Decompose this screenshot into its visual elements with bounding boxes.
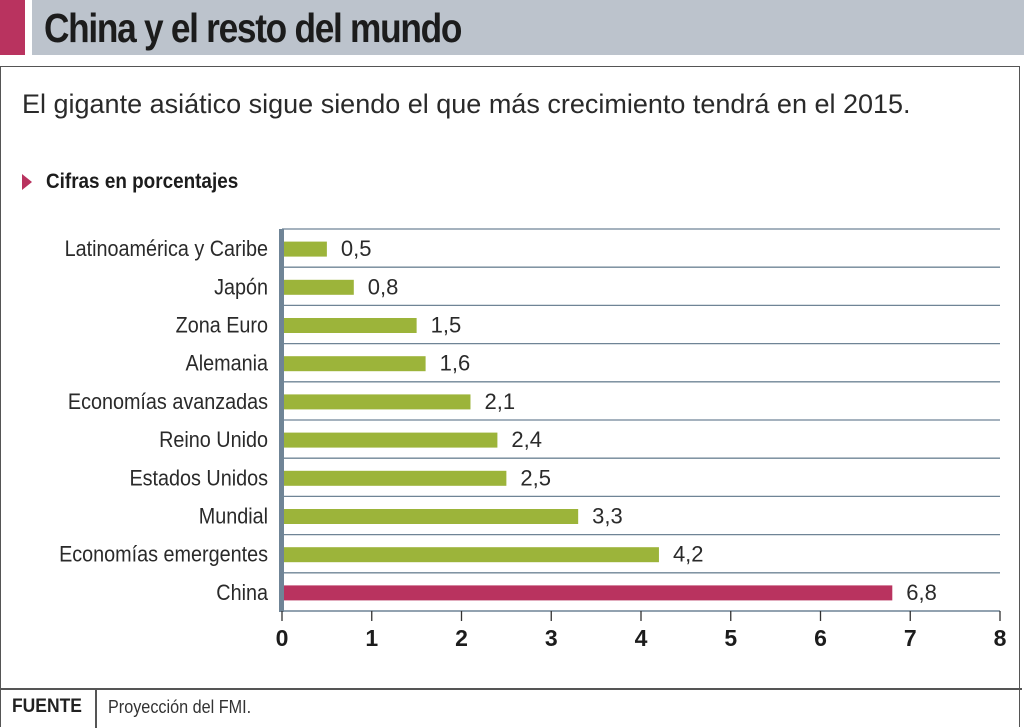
x-tick-label: 0 — [276, 625, 289, 651]
x-tick-label: 2 — [455, 625, 468, 651]
value-label: 1,5 — [431, 313, 462, 338]
bar — [284, 356, 426, 372]
header-accent-block — [0, 0, 25, 55]
bar-chart: Latinoamérica y Caribe 0,5 Japón 0,8 Zona Eu… — [59, 228, 1007, 651]
category-label: Reino Unido — [159, 428, 268, 452]
triangle-bullet-icon — [22, 174, 32, 190]
x-tick-label: 8 — [994, 625, 1007, 651]
category-label: Latinoamérica y Caribe — [65, 237, 268, 261]
value-label: 0,8 — [368, 274, 399, 299]
x-tick-label: 5 — [724, 625, 737, 651]
category-label: Estados Unidos — [129, 466, 268, 490]
chart-subtitle: El gigante asiático sigue siendo el que … — [22, 89, 911, 119]
chart-title: China y el resto del mundo — [44, 5, 462, 51]
value-label: 2,5 — [520, 465, 551, 490]
value-label: 1,6 — [440, 351, 471, 376]
bar — [284, 509, 579, 524]
x-tick-label: 3 — [545, 625, 558, 651]
x-tick-label: 1 — [365, 625, 378, 651]
bar — [284, 547, 659, 563]
unit-label: Cifras en porcentajes — [46, 170, 239, 193]
x-tick-label: 6 — [814, 625, 827, 651]
bar — [284, 585, 893, 601]
bar — [284, 318, 417, 333]
source-text: Proyección del FMI. — [108, 697, 252, 717]
y-axis-line — [279, 229, 284, 612]
source-label: FUENTE — [12, 696, 82, 717]
x-tick-label: 4 — [635, 625, 648, 651]
value-label: 6,8 — [906, 580, 937, 605]
footer-divider — [0, 688, 1022, 690]
category-label: China — [216, 581, 268, 605]
category-label: Mundial — [199, 505, 268, 529]
chart-frame — [0, 66, 1020, 727]
category-label: Economías emergentes — [59, 543, 268, 567]
bar — [284, 432, 498, 448]
category-label: Japón — [214, 275, 268, 299]
bar — [284, 279, 354, 295]
x-tick-label: 7 — [904, 625, 917, 651]
footer-separator — [95, 689, 97, 728]
unit-row: Cifras en porcentajes — [22, 168, 260, 196]
category-label: Zona Euro — [176, 314, 268, 338]
value-label: 3,3 — [592, 504, 623, 529]
value-label: 0,5 — [341, 236, 372, 261]
value-label: 2,4 — [511, 427, 542, 452]
bar — [284, 470, 507, 486]
bar — [284, 241, 327, 257]
value-label: 2,1 — [484, 389, 515, 414]
category-label: Alemania — [186, 352, 269, 376]
header-bar — [32, 0, 1024, 55]
category-label: Economías avanzadas — [68, 390, 268, 414]
value-label: 4,2 — [673, 542, 704, 567]
bar — [284, 394, 471, 410]
